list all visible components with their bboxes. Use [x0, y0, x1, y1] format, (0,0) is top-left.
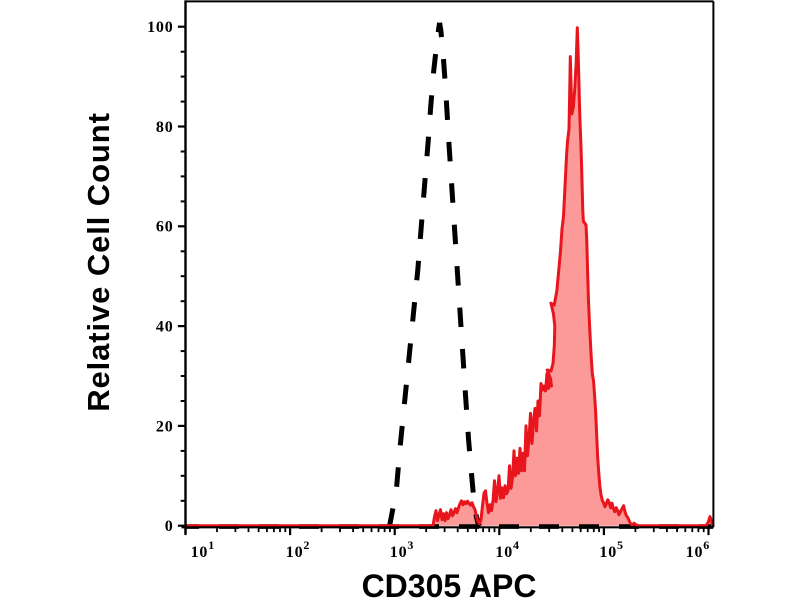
- svg-text:0: 0: [165, 518, 174, 535]
- svg-text:100: 100: [147, 19, 173, 36]
- svg-text:80: 80: [156, 119, 174, 136]
- svg-text:40: 40: [156, 319, 174, 336]
- svg-text:CD305 APC: CD305 APC: [362, 568, 537, 600]
- svg-text:Relative Cell Count: Relative Cell Count: [81, 112, 116, 412]
- svg-text:20: 20: [156, 418, 174, 435]
- svg-text:60: 60: [156, 219, 174, 236]
